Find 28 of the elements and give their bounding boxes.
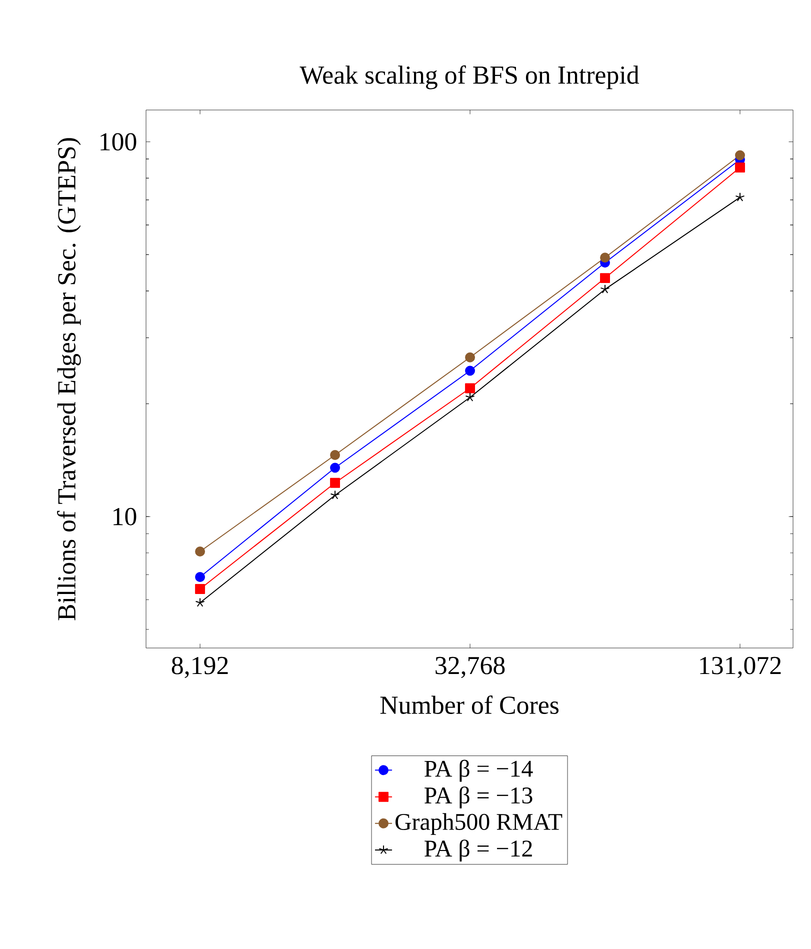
y-axis-title: Billions of Traversed Edges per Sec. (GTEPS) [57, 138, 81, 620]
point [195, 584, 206, 594]
legend-label: Graph500 RMAT [395, 813, 562, 835]
point [600, 284, 610, 294]
x-tick-label: 8,192 [172, 656, 228, 678]
x-tick-label: 32,768 [436, 656, 505, 678]
point [330, 478, 340, 488]
legend-label: PA β = −12 [424, 840, 532, 862]
chart-title: Weak scaling of BFS on Intrepid [300, 65, 640, 90]
point [195, 546, 206, 556]
point [600, 252, 610, 263]
point [465, 383, 476, 394]
point [465, 352, 476, 362]
x-axis-title: Number of Cores [380, 696, 559, 714]
point [330, 462, 340, 473]
point [600, 273, 610, 284]
y-tick-label: 100 [100, 133, 136, 151]
point [465, 366, 476, 376]
point [735, 150, 745, 160]
legend-label: PA β = −14 [424, 760, 533, 782]
point [465, 392, 475, 402]
x-tick-label: 131,072 [700, 656, 781, 678]
legend-label: PA β = −13 [424, 786, 532, 808]
point [195, 572, 206, 582]
point [330, 490, 340, 500]
point [330, 450, 340, 460]
point [735, 162, 745, 172]
y-tick-label: 10 [114, 508, 136, 526]
